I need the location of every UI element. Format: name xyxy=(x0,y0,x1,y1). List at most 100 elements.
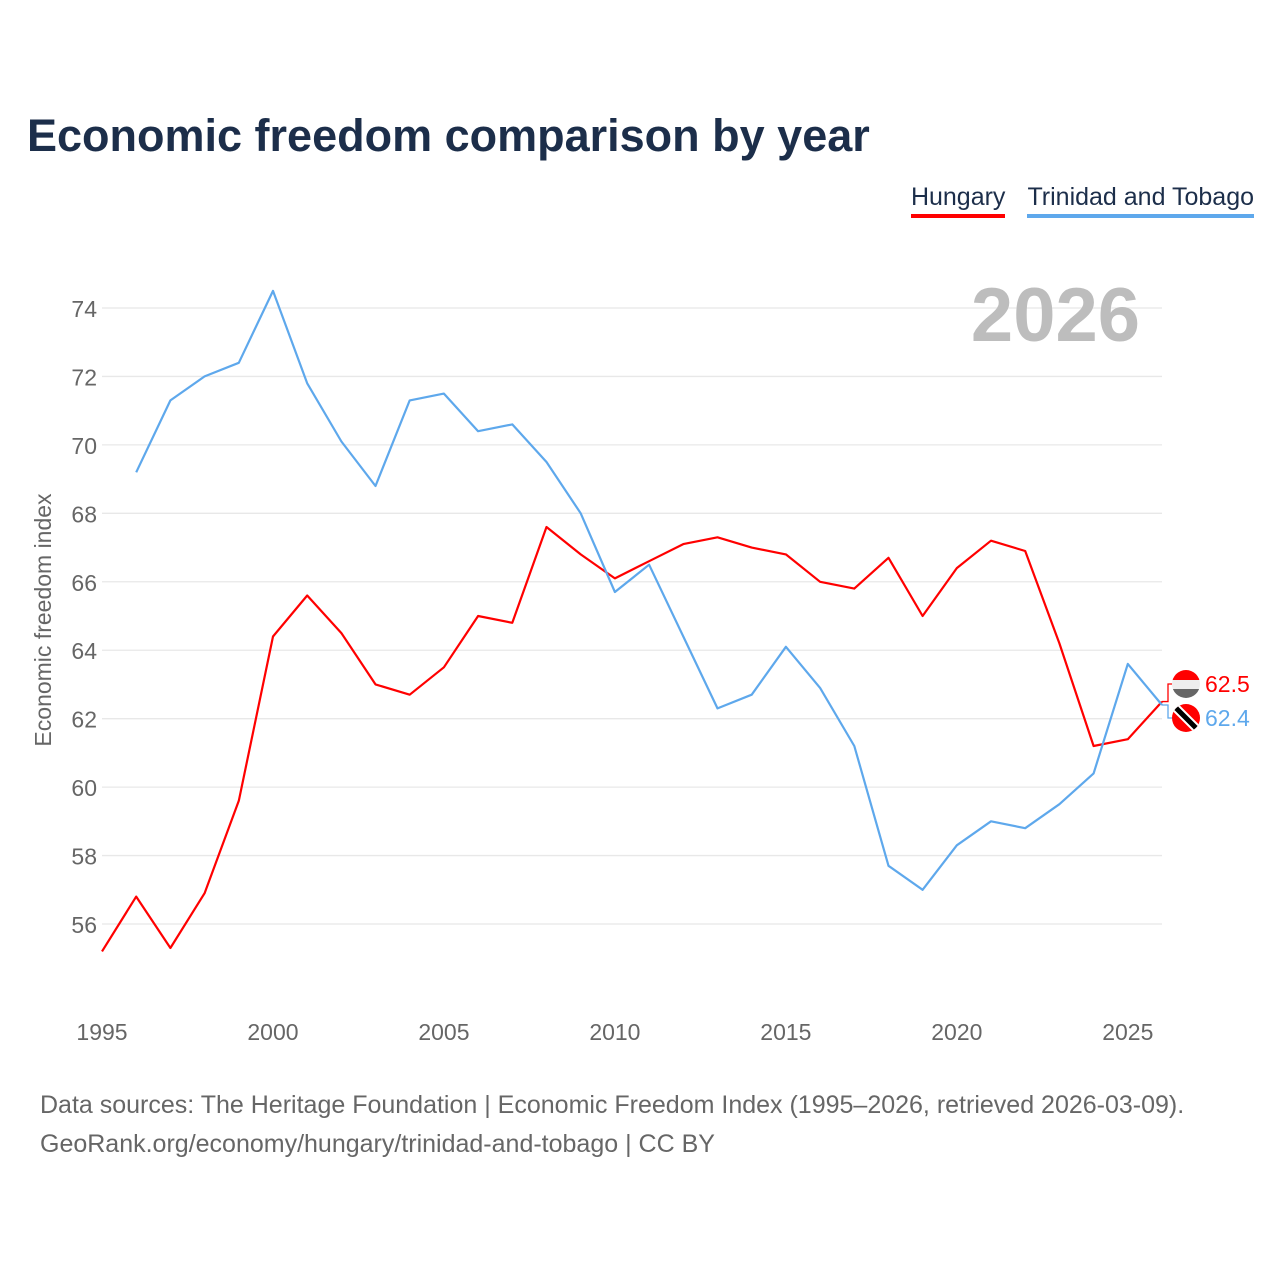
flag-band xyxy=(1172,704,1200,732)
data-point xyxy=(750,546,754,550)
hungary-flag-icon xyxy=(1172,670,1200,698)
source-link[interactable]: GeoRank.org/economy/hungary/trinidad-and… xyxy=(40,1130,715,1158)
label-connector xyxy=(1162,683,1172,703)
data-point xyxy=(1057,802,1061,806)
y-tick-label: 74 xyxy=(71,296,97,322)
y-tick-label: 66 xyxy=(71,570,97,596)
data-point xyxy=(784,552,788,556)
data-point xyxy=(374,682,378,686)
y-tick-label: 68 xyxy=(71,501,97,527)
legend-hungary[interactable]: Hungary xyxy=(910,183,1006,218)
data-point xyxy=(579,511,583,515)
data-point xyxy=(271,289,275,293)
data-source: Data sources: The Heritage Foundation | … xyxy=(40,1091,1185,1119)
flag-stripe xyxy=(1172,670,1200,680)
data-point xyxy=(271,635,275,639)
data-point xyxy=(1023,826,1027,830)
data-point xyxy=(989,539,993,543)
legend-trinidad-and-tobago[interactable]: Trinidad and Tobago xyxy=(1027,183,1254,218)
data-point xyxy=(476,614,480,618)
data-point xyxy=(955,566,959,570)
data-point xyxy=(750,693,754,697)
data-point xyxy=(852,744,856,748)
data-point xyxy=(510,422,514,426)
data-point xyxy=(784,645,788,649)
footer: Data sources: The Heritage Foundation | … xyxy=(40,1086,1184,1164)
data-point xyxy=(715,706,719,710)
data-point xyxy=(237,799,241,803)
data-point xyxy=(374,484,378,488)
data-point xyxy=(818,686,822,690)
data-point xyxy=(613,576,617,580)
data-point xyxy=(1126,737,1130,741)
data-point xyxy=(1126,662,1130,666)
data-point xyxy=(442,392,446,396)
data-point xyxy=(408,693,412,697)
x-tick-label: 2020 xyxy=(931,1019,982,1045)
chart-title: Economic freedom comparison by year xyxy=(27,110,870,161)
data-point xyxy=(134,895,138,899)
x-tick-label: 2025 xyxy=(1102,1019,1153,1045)
data-point xyxy=(921,614,925,618)
y-tick-label: 62 xyxy=(71,707,97,733)
data-point xyxy=(955,843,959,847)
data-point xyxy=(305,381,309,385)
data-point xyxy=(545,460,549,464)
data-point xyxy=(408,398,412,402)
trinidad-flag-icon xyxy=(1172,704,1200,732)
data-point xyxy=(613,590,617,594)
series-line-hungary xyxy=(101,525,1163,952)
data-point xyxy=(100,949,104,953)
data-point xyxy=(681,542,685,546)
data-point xyxy=(305,593,309,597)
data-point xyxy=(203,891,207,895)
year-label: 2026 xyxy=(971,273,1140,358)
data-point xyxy=(921,888,925,892)
series-line-trinidad-and-tobago xyxy=(135,289,1163,891)
data-point xyxy=(1057,641,1061,645)
data-point xyxy=(886,556,890,560)
y-tick-label: 58 xyxy=(71,844,97,870)
data-point xyxy=(886,864,890,868)
data-point xyxy=(1092,771,1096,775)
x-tick-label: 2000 xyxy=(247,1019,298,1045)
y-tick-label: 70 xyxy=(71,433,97,459)
legend: Hungary Trinidad and Tobago xyxy=(910,183,1254,218)
y-axis-label: Economic freedom index xyxy=(30,493,56,747)
data-point xyxy=(1092,744,1096,748)
data-point xyxy=(134,470,138,474)
label-connector xyxy=(1162,704,1172,719)
data-point xyxy=(476,429,480,433)
data-point xyxy=(579,552,583,556)
data-point xyxy=(339,439,343,443)
data-point xyxy=(681,635,685,639)
x-tick-label: 2015 xyxy=(760,1019,811,1045)
data-point xyxy=(442,665,446,669)
x-tick-label: 2010 xyxy=(589,1019,640,1045)
data-point xyxy=(168,946,172,950)
data-point xyxy=(818,580,822,584)
data-point xyxy=(715,535,719,539)
y-tick-label: 72 xyxy=(71,364,97,390)
data-point xyxy=(647,563,651,567)
data-point xyxy=(852,587,856,591)
data-point xyxy=(237,361,241,365)
data-point xyxy=(989,819,993,823)
y-tick-label: 64 xyxy=(71,638,97,664)
x-tick-label: 2005 xyxy=(418,1019,469,1045)
data-point xyxy=(545,525,549,529)
x-tick-label: 1995 xyxy=(76,1019,127,1045)
flag-stripe xyxy=(1172,680,1200,689)
flag-stripe xyxy=(1172,689,1200,698)
end-value-label: 62.4 xyxy=(1205,705,1250,731)
y-tick-label: 60 xyxy=(71,775,97,801)
data-point xyxy=(168,398,172,402)
data-point xyxy=(647,559,651,563)
data-point xyxy=(203,374,207,378)
end-value-label: 62.5 xyxy=(1205,671,1250,697)
data-point xyxy=(339,631,343,635)
data-point xyxy=(1023,549,1027,553)
y-tick-label: 56 xyxy=(71,912,97,938)
data-point xyxy=(510,621,514,625)
